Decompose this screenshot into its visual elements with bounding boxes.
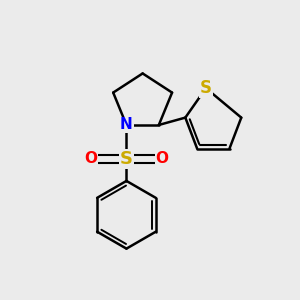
Text: S: S bbox=[200, 79, 212, 97]
Text: S: S bbox=[120, 150, 133, 168]
Text: O: O bbox=[85, 151, 98, 166]
Text: N: N bbox=[120, 118, 133, 133]
Text: O: O bbox=[155, 151, 168, 166]
